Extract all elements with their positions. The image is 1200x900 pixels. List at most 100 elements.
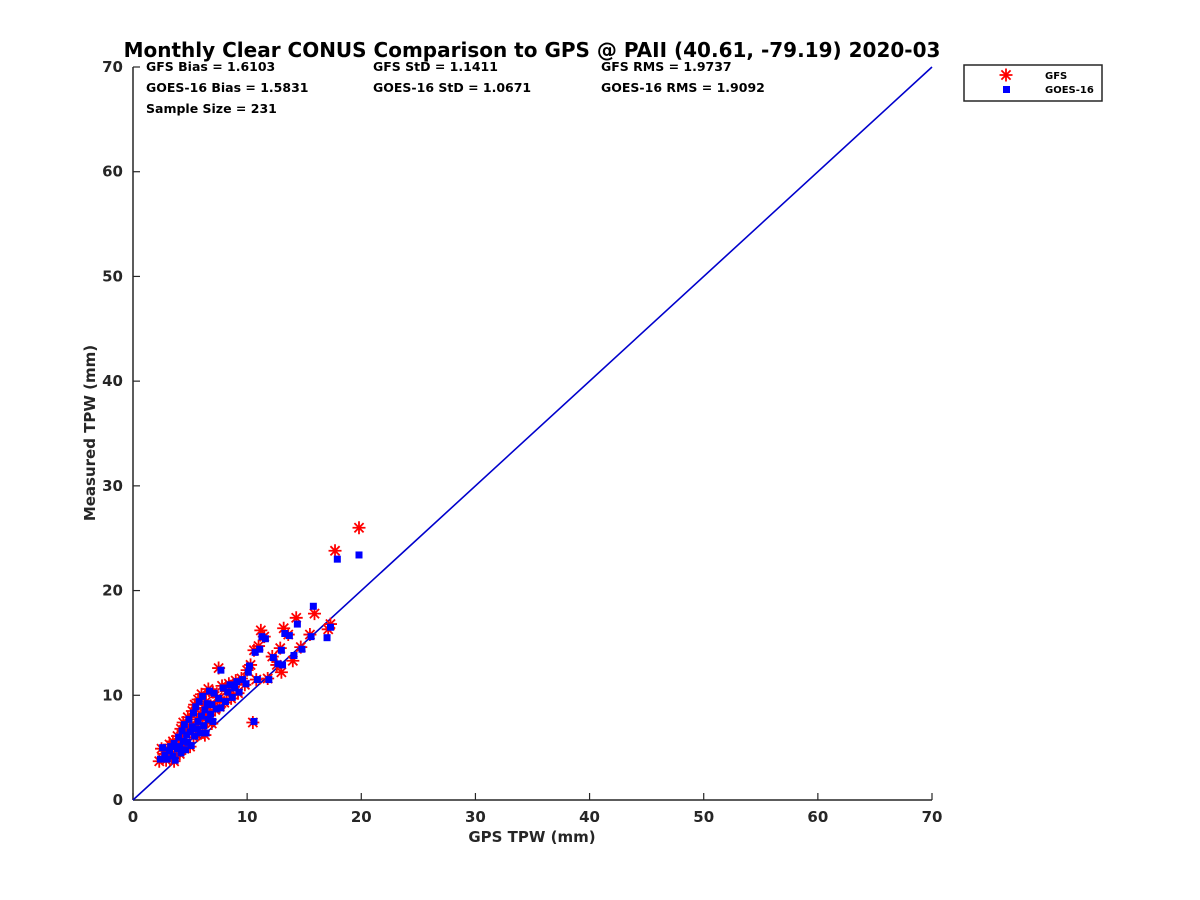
goes16-point (219, 684, 227, 692)
goes16-point (175, 733, 183, 741)
goes16-point (176, 743, 184, 751)
goes16-point (159, 744, 167, 752)
legend-gfs-label: GFS (1045, 71, 1067, 82)
goes16-point (212, 705, 220, 713)
one-to-one-line (132, 66, 933, 801)
goes16-point (177, 749, 185, 757)
x-tick-label: 70 (922, 808, 943, 826)
goes16-point (199, 692, 207, 700)
goes16-point (192, 703, 200, 711)
goes16-point (205, 687, 213, 695)
goes16-point (208, 701, 216, 709)
goes16-point (253, 676, 261, 684)
goes16-point (215, 694, 223, 702)
stat-goes16-std: GOES-16 StD = 1.0671 (373, 80, 531, 95)
goes16-point (217, 704, 225, 712)
goes16-point (170, 739, 178, 747)
stat-gfs-rms: GFS RMS = 1.9737 (601, 59, 732, 74)
gfs-point (277, 621, 291, 635)
goes16-point (207, 710, 215, 718)
goes16-point (239, 676, 247, 684)
goes16-point (244, 668, 252, 676)
goes16-point (156, 755, 164, 763)
goes16-point (187, 742, 195, 750)
stat-goes16-bias: GOES-16 Bias = 1.5831 (146, 80, 308, 95)
goes16-point (233, 678, 241, 686)
goes16-point (196, 729, 204, 737)
gfs-point (254, 623, 268, 637)
goes16-point (235, 688, 243, 696)
stat-gfs-bias: GFS Bias = 1.6103 (146, 59, 275, 74)
goes16-point (188, 723, 196, 731)
y-axis-label: Measured TPW (mm) (81, 345, 99, 521)
y-tick-label: 50 (102, 267, 123, 285)
stat-goes16-rms: GOES-16 RMS = 1.9092 (601, 80, 765, 95)
gfs-point (307, 607, 321, 621)
goes16-point (307, 633, 315, 641)
y-tick-label: 30 (102, 477, 123, 495)
goes16-point (186, 728, 194, 736)
goes16-point (256, 645, 264, 653)
y-tick-label: 20 (102, 582, 123, 600)
goes16-point (279, 661, 287, 669)
x-tick-label: 40 (579, 808, 600, 826)
goes16-point (274, 660, 282, 668)
stat-sample-size: Sample Size = 231 (146, 101, 277, 116)
goes16-point (290, 651, 298, 659)
y-tick-label: 70 (102, 58, 123, 76)
goes16-point (191, 732, 199, 740)
stat-gfs-std: GFS StD = 1.1411 (373, 59, 498, 74)
goes16-point (226, 681, 234, 689)
gfs-point (274, 665, 288, 679)
stats-block: GFS Bias = 1.6103 GFS StD = 1.1411 GFS R… (146, 59, 765, 116)
y-tick-label: 10 (102, 686, 123, 704)
reference-line (132, 66, 933, 801)
goes16-point (171, 756, 179, 764)
legend-goes16-label: GOES-16 (1045, 85, 1094, 96)
goes16-point (180, 721, 188, 729)
goes16-point (200, 722, 208, 730)
goes16-point (269, 654, 277, 662)
x-axis-label: GPS TPW (mm) (468, 828, 595, 846)
goes16-point (221, 698, 229, 706)
x-tick-label: 20 (351, 808, 372, 826)
goes16-point (201, 706, 209, 714)
legend-box (963, 64, 1103, 102)
chart-title: Monthly Clear CONUS Comparison to GPS @ … (124, 38, 941, 62)
goes16-point (203, 700, 211, 708)
goes16-point (194, 717, 202, 725)
goes16-point (251, 648, 259, 656)
goes16-point (245, 662, 253, 670)
gfs-point (328, 544, 342, 558)
gfs-point (286, 654, 300, 668)
goes16-point (281, 630, 289, 638)
goes16-point (197, 712, 205, 720)
x-tick-label: 50 (693, 808, 714, 826)
y-tick-label: 0 (113, 791, 123, 809)
goes16-point (182, 746, 190, 754)
goes16-point (231, 684, 239, 692)
goes16-point (293, 620, 301, 628)
goes16-point (298, 645, 306, 653)
goes16-point (210, 689, 218, 697)
goes16-point (185, 715, 193, 723)
x-tick-label: 0 (128, 808, 138, 826)
goes16-point (261, 635, 269, 643)
y-tick-label: 40 (102, 372, 123, 390)
goes16-point (285, 632, 293, 640)
goes16-point (250, 717, 258, 725)
gfs-point (352, 521, 366, 535)
goes16-point (242, 680, 250, 688)
x-tick-label: 10 (237, 808, 258, 826)
legend: GFS GOES-16 (963, 64, 1103, 102)
legend-gfs-marker (999, 68, 1013, 82)
goes16-point (193, 725, 201, 733)
goes16-point (228, 693, 236, 701)
goes16-point (179, 737, 187, 745)
gfs-point (289, 611, 303, 625)
goes16-point (323, 634, 331, 642)
goes16-point (209, 717, 217, 725)
goes16-point (169, 752, 177, 760)
goes16-point (309, 602, 317, 610)
